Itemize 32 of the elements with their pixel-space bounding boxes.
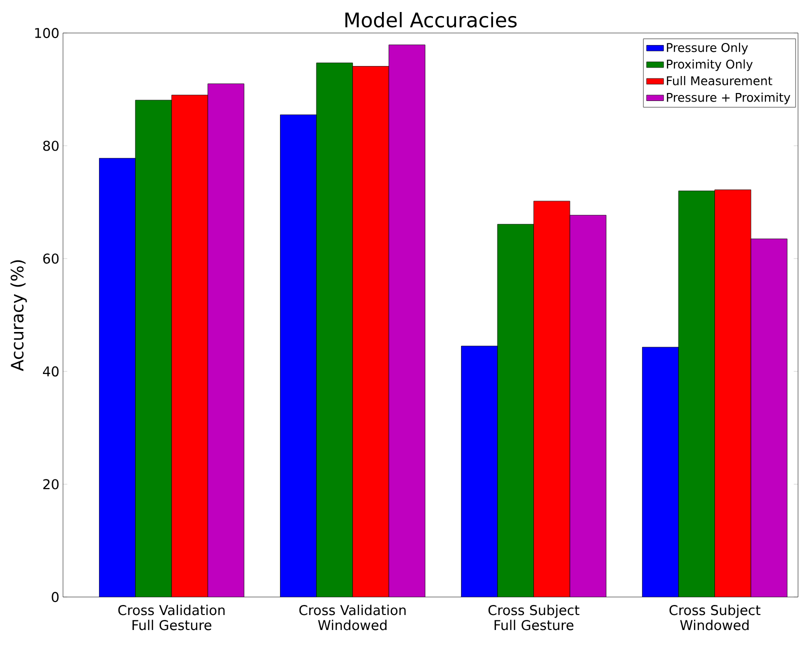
bar bbox=[280, 114, 317, 597]
x-tick-label: Cross Validation Full Gesture bbox=[118, 604, 225, 630]
legend-label: Full Measurement bbox=[666, 76, 772, 86]
x-tick-label: Cross Subject Full Gesture bbox=[488, 604, 580, 630]
bar bbox=[316, 62, 353, 597]
bar bbox=[352, 66, 390, 597]
bar bbox=[461, 346, 498, 597]
bar bbox=[534, 201, 570, 597]
bar bbox=[388, 44, 426, 597]
x-tick-label: Cross Subject Windowed bbox=[670, 604, 760, 630]
y-tick-label: 20 bbox=[43, 479, 59, 490]
bar bbox=[497, 224, 534, 597]
legend-label: Pressure Only bbox=[666, 42, 748, 54]
y-tick-label: 100 bbox=[35, 28, 59, 38]
bar bbox=[750, 238, 788, 597]
bar bbox=[99, 158, 136, 597]
bar bbox=[714, 190, 752, 597]
y-tick-label: 0 bbox=[52, 592, 59, 602]
legend-label: Proximity Only bbox=[666, 59, 753, 72]
bar bbox=[642, 346, 679, 597]
bar bbox=[678, 190, 715, 597]
y-axis-title: Accuracy (%) bbox=[10, 260, 27, 372]
y-tick-label: 80 bbox=[43, 140, 59, 151]
bar bbox=[570, 215, 606, 597]
y-tick-label: 40 bbox=[42, 366, 59, 376]
bar bbox=[171, 94, 208, 597]
y-tick-label: 60 bbox=[43, 253, 59, 264]
chart-title: Model Accuracies bbox=[345, 12, 517, 28]
legend-label: Pressure + Proximity bbox=[666, 92, 790, 104]
x-tick-label: Cross Validation Windowed bbox=[299, 604, 406, 630]
bar bbox=[135, 100, 172, 597]
bar bbox=[208, 84, 244, 597]
